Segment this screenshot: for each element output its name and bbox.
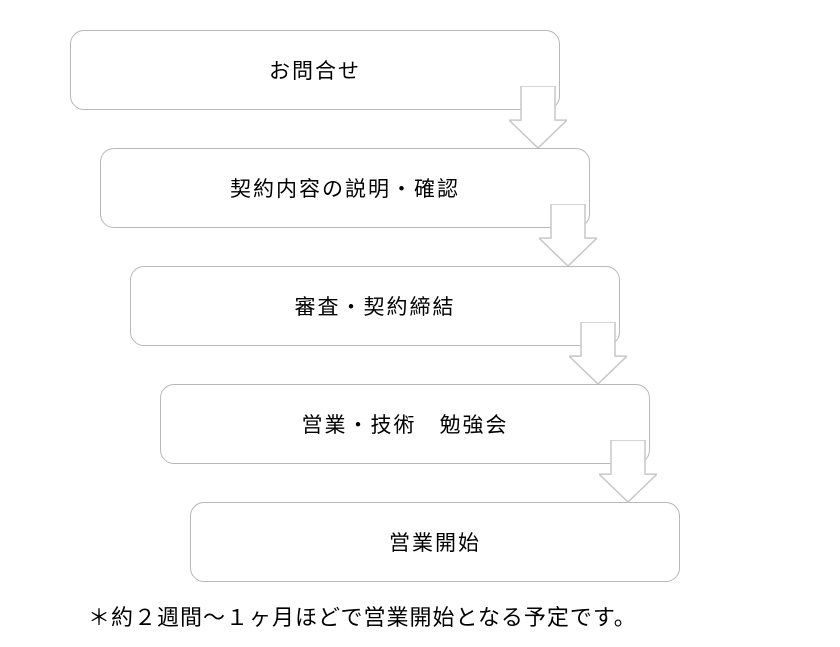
flow-step-5-label: 営業開始	[389, 527, 481, 557]
flow-step-3-label: 審査・契約締結	[295, 291, 456, 321]
flow-arrow-1	[509, 86, 567, 148]
flow-step-1: お問合せ	[70, 30, 560, 110]
flow-step-1-label: お問合せ	[269, 55, 361, 85]
flow-step-2-label: 契約内容の説明・確認	[230, 173, 460, 203]
flow-step-5: 営業開始	[190, 502, 680, 582]
flow-arrow-3	[569, 322, 627, 384]
flow-arrow-4	[599, 440, 657, 502]
flow-footnote: ＊約２週間〜１ヶ月ほどで営業開始となる予定です。	[88, 600, 637, 632]
flow-step-4-label: 営業・技術 勉強会	[302, 409, 509, 439]
flowchart-stage: お問合せ 契約内容の説明・確認 審査・契約締結 営業・技術 勉強会 営業開始 ＊…	[0, 0, 840, 647]
flow-arrow-2	[539, 204, 597, 266]
flow-step-3: 審査・契約締結	[130, 266, 620, 346]
flow-step-2: 契約内容の説明・確認	[100, 148, 590, 228]
flow-step-4: 営業・技術 勉強会	[160, 384, 650, 464]
